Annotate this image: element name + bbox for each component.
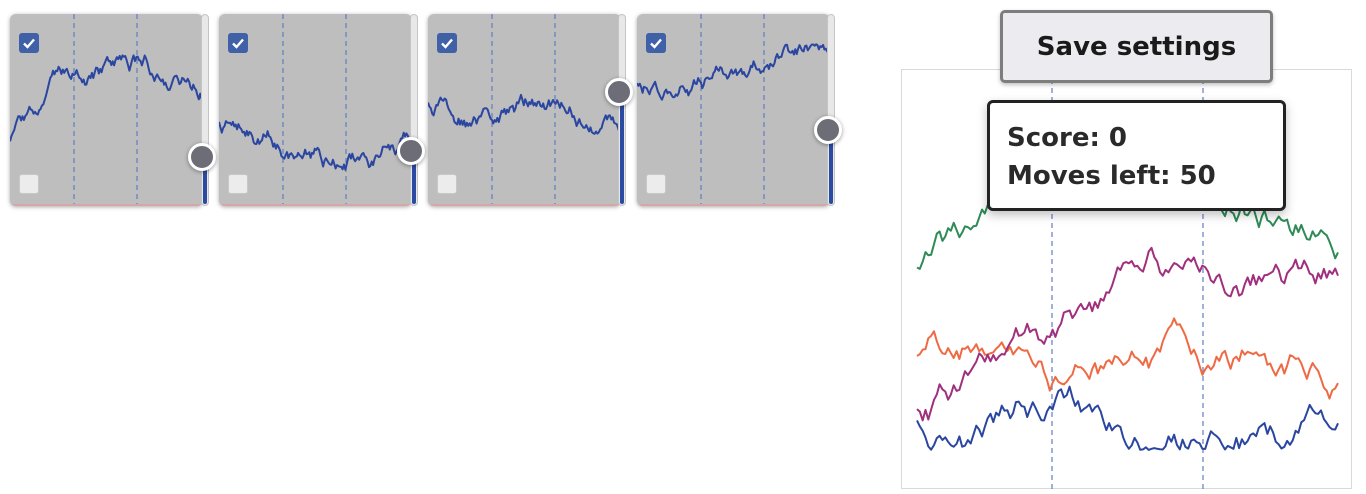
panel-2-slider-handle[interactable]: [397, 137, 425, 166]
panel-2-bottom-checkbox[interactable]: [228, 174, 248, 194]
panel-1-slider-handle[interactable]: [188, 142, 216, 171]
check-icon: [232, 38, 244, 49]
score-tooltip: Score: 0 Moves left: 50: [987, 100, 1286, 211]
panel-3-slider-fill: [620, 93, 624, 204]
panel-4-chart: [637, 14, 830, 206]
panel-4-bottom-checkbox[interactable]: [646, 174, 666, 194]
panel-2-slider[interactable]: [410, 14, 418, 206]
main-series-line-1: [916, 317, 1339, 400]
panel-3-slider[interactable]: [618, 14, 626, 206]
panel-1-bottom-checkbox[interactable]: [19, 174, 39, 194]
panel-2-baseline: [219, 204, 412, 206]
panel-1-slider-fill: [203, 158, 207, 204]
panel-2-chart: [219, 14, 412, 206]
panel-4-baseline: [637, 204, 830, 206]
panel-2-slider-fill: [412, 152, 416, 204]
panel-1-series-line: [10, 54, 203, 142]
panel-3[interactable]: [428, 14, 621, 206]
save-settings-button[interactable]: Save settings: [1000, 10, 1273, 83]
main-series-line-3: [916, 246, 1339, 422]
panel-4-slider-fill: [829, 131, 833, 204]
moves-left-text: Moves left: 50: [1007, 161, 1216, 191]
panel-2-top-checkbox[interactable]: [228, 33, 248, 53]
panel-4-top-checkbox[interactable]: [646, 33, 666, 53]
panel-1[interactable]: [10, 14, 203, 206]
check-icon: [441, 38, 453, 49]
panel-3-series-line: [428, 93, 621, 138]
panel-2[interactable]: [219, 14, 412, 206]
panel-2-series-line: [219, 120, 412, 171]
panel-3-slider-handle[interactable]: [605, 77, 633, 106]
check-icon: [23, 38, 35, 49]
panel-1-chart: [10, 14, 203, 206]
panel-3-chart: [428, 14, 621, 206]
panel-1-slider[interactable]: [201, 14, 209, 206]
panel-4-series-line: [637, 43, 830, 101]
panel-1-top-checkbox[interactable]: [19, 33, 39, 53]
panel-3-top-checkbox[interactable]: [437, 33, 457, 53]
panel-4-slider-handle[interactable]: [814, 116, 842, 145]
panel-4[interactable]: [637, 14, 830, 206]
panel-1-baseline: [10, 204, 203, 206]
panel-3-bottom-checkbox[interactable]: [437, 174, 457, 194]
check-icon: [650, 38, 662, 49]
panel-4-slider[interactable]: [827, 14, 835, 206]
panel-3-baseline: [428, 204, 621, 206]
score-text: Score: 0: [1007, 123, 1127, 153]
main-series-line-4: [916, 385, 1339, 451]
